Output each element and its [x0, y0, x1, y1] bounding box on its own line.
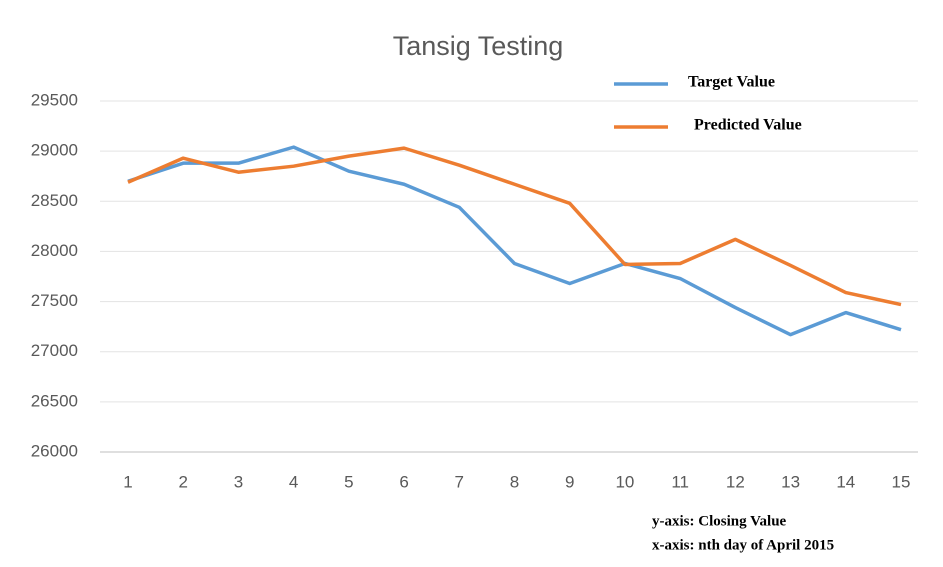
x-tick-label: 15 — [892, 472, 911, 491]
x-tick-label: 1 — [123, 472, 132, 491]
y-tick-label: 26000 — [31, 441, 78, 460]
y-tick-label: 29000 — [31, 141, 78, 160]
x-tick-label: 2 — [178, 472, 187, 491]
y-tick-label: 26500 — [31, 391, 78, 410]
y-tick-label: 28500 — [31, 191, 78, 210]
annotation: y-axis: Closing Value — [652, 513, 787, 529]
x-tick-label: 11 — [671, 472, 689, 491]
x-tick-label: 13 — [781, 472, 800, 491]
legend-label: Predicted Value — [694, 117, 802, 134]
x-tick-label: 7 — [455, 472, 464, 491]
y-tick-label: 28000 — [31, 241, 78, 260]
x-tick-label: 3 — [234, 472, 243, 491]
x-tick-label: 6 — [399, 472, 408, 491]
chart-title: Tansig Testing — [393, 31, 564, 61]
y-tick-label: 27500 — [31, 291, 78, 310]
y-tick-label: 29500 — [31, 90, 78, 109]
x-tick-label: 4 — [289, 472, 298, 491]
y-tick-label: 27000 — [31, 341, 78, 360]
annotation: x-axis: nth day of April 2015 — [652, 537, 834, 553]
x-tick-label: 14 — [836, 472, 855, 491]
x-tick-label: 9 — [565, 472, 574, 491]
x-tick-label: 10 — [615, 472, 634, 491]
x-tick-label: 8 — [510, 472, 519, 491]
x-tick-label: 12 — [726, 472, 745, 491]
series-line — [127, 146, 902, 307]
x-tick-label: 5 — [344, 472, 353, 491]
legend-label: Target Value — [688, 74, 775, 91]
series-line — [127, 145, 902, 337]
